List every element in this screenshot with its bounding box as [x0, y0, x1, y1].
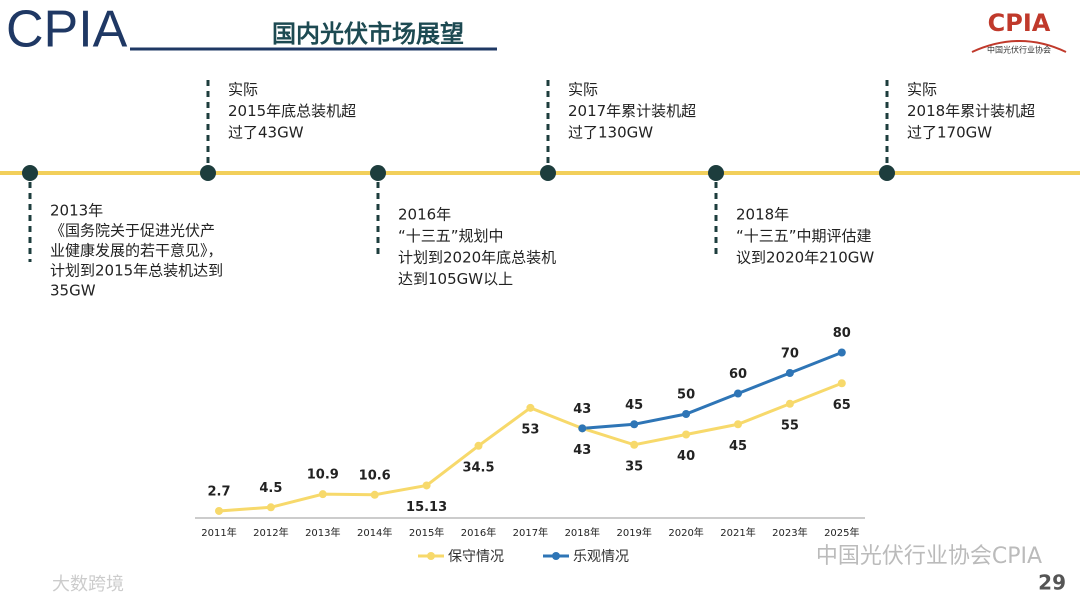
data-point — [682, 410, 691, 418]
data-point — [474, 441, 483, 450]
data-label: 60 — [729, 367, 747, 382]
data-point — [630, 440, 639, 449]
x-tick-label: 2020年 — [668, 526, 703, 539]
timeline-text: 过了130GW — [568, 124, 653, 142]
data-label: 50 — [677, 388, 695, 403]
timeline-text: 实际 — [907, 81, 937, 99]
data-point — [785, 369, 794, 377]
data-point — [785, 399, 794, 408]
data-label: 40 — [677, 449, 695, 464]
x-tick-label: 2014年 — [357, 526, 392, 539]
timeline-dot — [200, 165, 216, 181]
logo: CPIA — [988, 9, 1051, 37]
x-tick-label: 2015年 — [409, 526, 444, 539]
data-label: 4.5 — [259, 481, 282, 496]
data-point — [215, 506, 223, 515]
logo-arc — [971, 40, 1067, 53]
series-line — [218, 381, 843, 513]
slide-title: 国内光伏市场展望 — [272, 20, 464, 48]
timeline-text: 2016年 — [398, 206, 451, 224]
x-tick-label: 2025年 — [824, 526, 859, 539]
x-tick-label: 2012年 — [253, 526, 288, 539]
data-label: 45 — [729, 439, 747, 454]
legend-marker — [427, 552, 435, 560]
timeline-text: 实际 — [568, 81, 598, 99]
timeline-text: 2018年累计装机超 — [907, 102, 1035, 120]
data-label: 10.6 — [359, 468, 391, 483]
data-label: 53 — [521, 422, 539, 437]
data-point — [318, 490, 327, 499]
timeline-dot — [540, 165, 556, 181]
timeline-dot — [22, 165, 38, 181]
timeline-text: 实际 — [228, 81, 258, 99]
watermark: 中国光伏行业协会CPIA — [816, 544, 1042, 569]
x-tick-label: 2017年 — [513, 526, 548, 539]
timeline-text: 计划到2015年总装机达到 — [50, 262, 223, 280]
timeline-text: 2015年底总装机超 — [228, 102, 356, 120]
data-label: 35 — [625, 459, 643, 474]
data-point — [837, 348, 846, 357]
timeline-dot — [370, 165, 386, 181]
timeline-text: 计划到2020年底总装机 — [398, 249, 556, 267]
x-tick-label: 2019年 — [616, 526, 651, 539]
logo-sub: 中国光伏行业协会 — [987, 45, 1051, 55]
timeline-text: 2018年 — [736, 206, 789, 224]
data-label: 70 — [781, 347, 799, 362]
data-point — [734, 420, 742, 429]
data-label: 65 — [833, 398, 851, 413]
timeline-text: “十三五”规划中 — [398, 227, 504, 245]
x-tick-label: 2023年 — [772, 526, 807, 539]
timeline-dot — [879, 165, 895, 181]
data-point — [734, 389, 742, 398]
legend-label: 乐观情况 — [573, 549, 629, 565]
data-label: 43 — [573, 402, 591, 417]
timeline-text: 议到2020年210GW — [736, 249, 874, 267]
data-label: 43 — [573, 443, 591, 458]
x-tick-label: 2018年 — [565, 526, 600, 539]
data-point — [578, 424, 587, 433]
series-line — [582, 351, 843, 430]
x-tick-label: 2016年 — [461, 526, 496, 539]
timeline-text: “十三五”中期评估建 — [736, 227, 872, 245]
timeline-text: 2013年 — [50, 202, 103, 220]
x-tick-label: 2011年 — [201, 526, 236, 539]
timeline-text: 35GW — [50, 282, 96, 300]
data-point — [266, 503, 275, 512]
data-label: 45 — [625, 398, 643, 413]
legend-label: 保守情况 — [448, 549, 504, 565]
legend-marker — [552, 552, 560, 560]
data-label: 34.5 — [462, 460, 494, 475]
data-point — [370, 490, 379, 499]
timeline-text: 达到105GW以上 — [398, 270, 513, 288]
source-watermark: 大数跨境 — [52, 574, 124, 595]
data-point — [526, 403, 535, 412]
data-label: 2.7 — [207, 484, 230, 499]
data-label: 10.9 — [307, 468, 339, 483]
timeline-dot — [708, 165, 724, 181]
brand: CPIA — [6, 1, 128, 59]
data-point — [630, 420, 639, 429]
data-label: 15.13 — [406, 500, 447, 515]
timeline-text: 2017年累计装机超 — [568, 102, 696, 120]
page-number: 29 — [1038, 571, 1066, 595]
timeline-text: 过了43GW — [228, 124, 304, 142]
data-point — [682, 430, 691, 439]
timeline-text: 业健康发展的若干意见》， — [50, 242, 223, 260]
x-tick-label: 2013年 — [305, 526, 340, 539]
x-tick-label: 2021年 — [720, 526, 755, 539]
data-point — [422, 481, 431, 490]
data-point — [837, 379, 846, 388]
data-label: 55 — [781, 418, 799, 433]
timeline-text: 过了170GW — [907, 124, 992, 142]
data-label: 80 — [833, 326, 851, 341]
timeline-text: 《国务院关于促进光伏产 — [50, 222, 215, 240]
